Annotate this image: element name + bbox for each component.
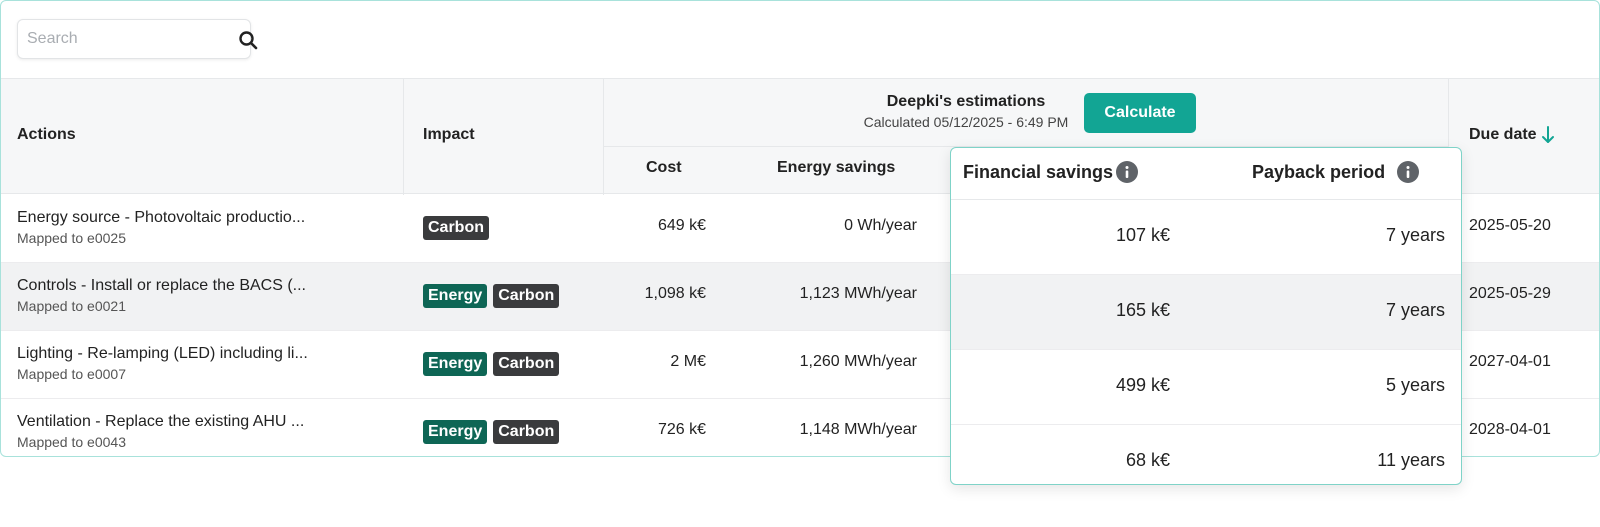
payback-period-value: 7 years	[1385, 225, 1445, 245]
due-date-value: 2027-04-01	[1469, 353, 1551, 370]
energy-savings-value: 1,123 MWh/year	[799, 285, 917, 302]
table-row[interactable]: Ventilation - Replace the existing AHU .…	[1, 399, 1599, 456]
action-title[interactable]: Lighting - Re-lamping (LED) including li…	[17, 345, 308, 362]
payback-period-value: 7 years	[1385, 300, 1445, 320]
energy-savings-value: 0 Wh/year	[844, 217, 917, 234]
payback-period-header: Payback period	[1252, 162, 1386, 182]
estimations-subtitle: Calculated 05/12/2025 - 6:49 PM	[863, 114, 1069, 130]
due-date-value: 2028-04-01	[1469, 421, 1551, 438]
financial-savings-value: 68 k€	[1125, 450, 1170, 470]
energy-tag: Energy	[423, 352, 488, 376]
search-icon[interactable]	[238, 30, 258, 50]
action-title[interactable]: Controls - Install or replace the BACS (…	[17, 277, 306, 294]
column-header-impact: Impact	[423, 126, 475, 143]
popover-row: 499 k€ 5 years	[951, 350, 1461, 425]
energy-tag: Energy	[423, 284, 488, 308]
arrow-down-icon[interactable]	[1541, 126, 1555, 144]
impact-tags: Energy Carbon	[423, 284, 560, 308]
due-date-value: 2025-05-29	[1469, 285, 1551, 302]
estimations-popover: Financial savings Payback period 107 k€ …	[950, 147, 1462, 485]
table-row[interactable]: Lighting - Re-lamping (LED) including li…	[1, 331, 1599, 399]
action-mapping: Mapped to e0007	[17, 366, 126, 382]
energy-savings-value: 1,260 MWh/year	[799, 353, 917, 370]
payback-period-value: 5 years	[1385, 375, 1445, 395]
popover-row: 107 k€ 7 years	[951, 200, 1461, 275]
carbon-tag: Carbon	[493, 284, 560, 308]
column-divider	[603, 79, 604, 195]
column-divider	[403, 79, 404, 195]
cost-value: 2 M€	[670, 353, 706, 370]
cost-value: 1,098 k€	[644, 285, 706, 302]
info-icon[interactable]	[1116, 161, 1138, 183]
energy-tag: Energy	[423, 420, 488, 444]
due-date-value: 2025-05-20	[1469, 217, 1551, 234]
impact-tags: Carbon	[423, 216, 489, 240]
popover-header: Financial savings Payback period	[951, 148, 1461, 200]
estimations-title: Deepki's estimations	[886, 93, 1046, 110]
impact-tags: Energy Carbon	[423, 420, 560, 444]
column-header-energy-savings[interactable]: Energy savings	[777, 159, 896, 176]
action-mapping: Mapped to e0043	[17, 434, 126, 450]
table-row[interactable]: Energy source - Photovoltaic productio..…	[1, 195, 1599, 263]
financial-savings-value: 107 k€	[1115, 225, 1170, 245]
carbon-tag: Carbon	[493, 352, 560, 376]
action-mapping: Mapped to e0025	[17, 230, 126, 246]
carbon-tag: Carbon	[493, 420, 560, 444]
column-header-cost[interactable]: Cost	[646, 159, 682, 176]
search-input[interactable]	[27, 28, 217, 50]
cost-value: 726 k€	[657, 421, 706, 438]
financial-savings-value: 165 k€	[1115, 300, 1170, 320]
cost-value: 649 k€	[657, 217, 706, 234]
energy-savings-value: 1,148 MWh/year	[799, 421, 917, 438]
info-icon[interactable]	[1397, 161, 1419, 183]
column-header-actions: Actions	[17, 126, 76, 143]
action-title[interactable]: Ventilation - Replace the existing AHU .…	[17, 413, 305, 430]
search-box[interactable]	[17, 19, 258, 59]
financial-savings-value: 499 k€	[1115, 375, 1170, 395]
payback-period-value: 11 years	[1377, 450, 1445, 470]
popover-row: 165 k€ 7 years	[951, 275, 1461, 350]
carbon-tag: Carbon	[423, 216, 489, 240]
column-divider	[1448, 79, 1449, 195]
action-title[interactable]: Energy source - Photovoltaic productio..…	[17, 209, 306, 226]
header-subdivider	[603, 146, 1448, 147]
popover-row: 68 k€ 11 years	[951, 425, 1461, 484]
financial-savings-header: Financial savings	[963, 162, 1114, 182]
action-mapping: Mapped to e0021	[17, 298, 126, 314]
column-header-due-date[interactable]: Due date	[1469, 126, 1537, 143]
impact-tags: Energy Carbon	[423, 352, 560, 376]
calculate-button[interactable]: Calculate	[1084, 93, 1196, 133]
